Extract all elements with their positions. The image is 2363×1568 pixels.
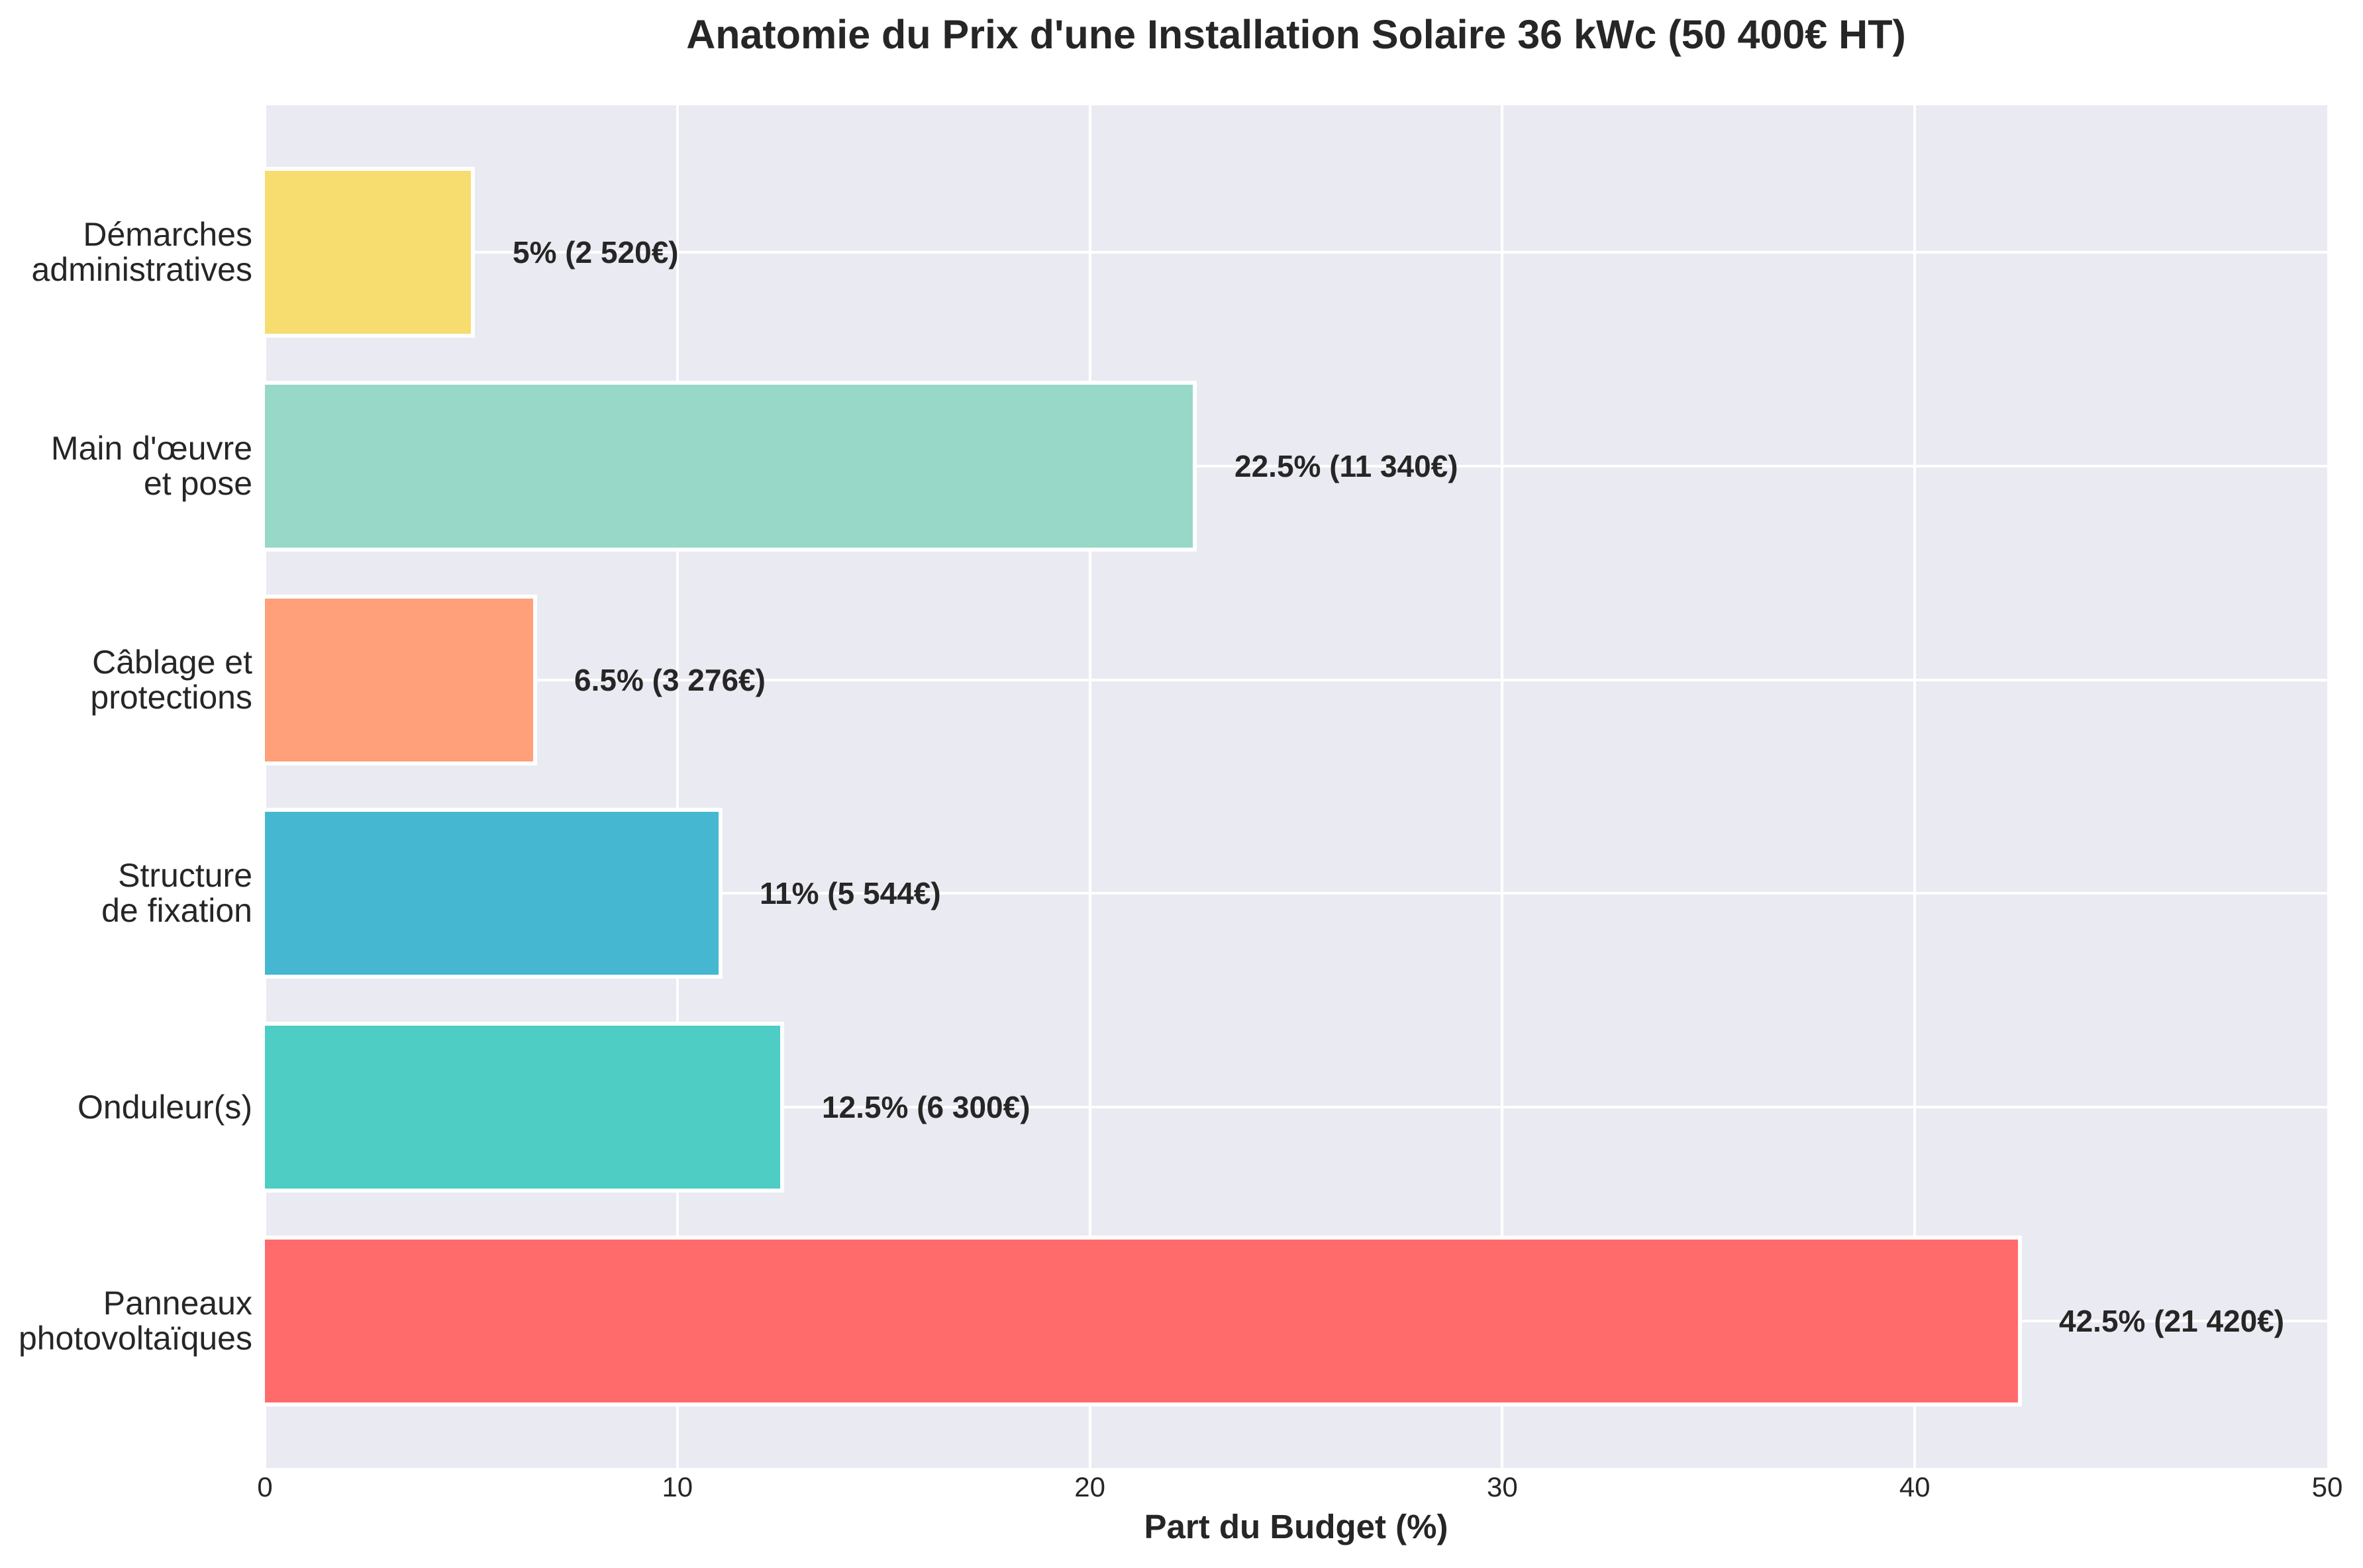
bar-onduleurs xyxy=(265,1022,784,1193)
bar-value-label: 22.5% (11 340€) xyxy=(1234,448,1458,483)
bar-main-d-oeuvre xyxy=(265,380,1197,552)
x-gridline-40 xyxy=(1913,105,1917,1468)
y-tick-label: Panneaux photovoltaïques xyxy=(18,1285,252,1357)
y-tick-label: Démarches administratives xyxy=(31,216,252,288)
y-gridline xyxy=(265,678,2327,681)
bar-demarches-administratives xyxy=(265,167,475,338)
x-tick-label: 30 xyxy=(1487,1471,1518,1502)
bar-value-label: 11% (5 544€) xyxy=(760,876,941,911)
bar-value-label: 5% (2 520€) xyxy=(513,235,679,270)
x-tick-label: 20 xyxy=(1074,1471,1105,1502)
bar-value-label: 6.5% (3 276€) xyxy=(574,662,766,697)
x-gridline-0 xyxy=(265,105,266,1468)
x-tick-label: 0 xyxy=(257,1471,273,1502)
y-gridline xyxy=(265,1106,2327,1109)
y-tick-label: Structure de fixation xyxy=(101,857,252,930)
bar-value-label: 12.5% (6 300€) xyxy=(822,1090,1031,1125)
x-gridline-30 xyxy=(1501,105,1504,1468)
x-tick-label: 10 xyxy=(662,1471,693,1502)
y-gridline xyxy=(265,464,2327,467)
x-gridline-20 xyxy=(1088,105,1091,1468)
x-gridline-10 xyxy=(676,105,679,1468)
y-tick-label: Onduleur(s) xyxy=(77,1088,252,1126)
bar-structure-fixation xyxy=(265,808,723,979)
x-tick-label: 50 xyxy=(2311,1471,2343,1502)
y-tick-label: Câblage et protections xyxy=(90,643,252,716)
y-tick-label: Main d'œuvre et pose xyxy=(50,429,252,502)
chart-title: Anatomie du Prix d'une Installation Sola… xyxy=(686,12,1906,57)
bar-panneaux-photovoltaiques xyxy=(265,1236,2022,1406)
plot-area: 5% (2 520€) 22.5% (11 340€) 6.5% (3 276€… xyxy=(265,105,2327,1468)
y-gridline xyxy=(265,251,2327,254)
y-gridline xyxy=(265,892,2327,895)
x-axis-label: Part du Budget (%) xyxy=(1144,1508,1448,1545)
bar-value-label: 42.5% (21 420€) xyxy=(2059,1304,2285,1338)
bar-cablage-protections xyxy=(265,594,537,765)
x-tick-label: 40 xyxy=(1899,1471,1931,1502)
